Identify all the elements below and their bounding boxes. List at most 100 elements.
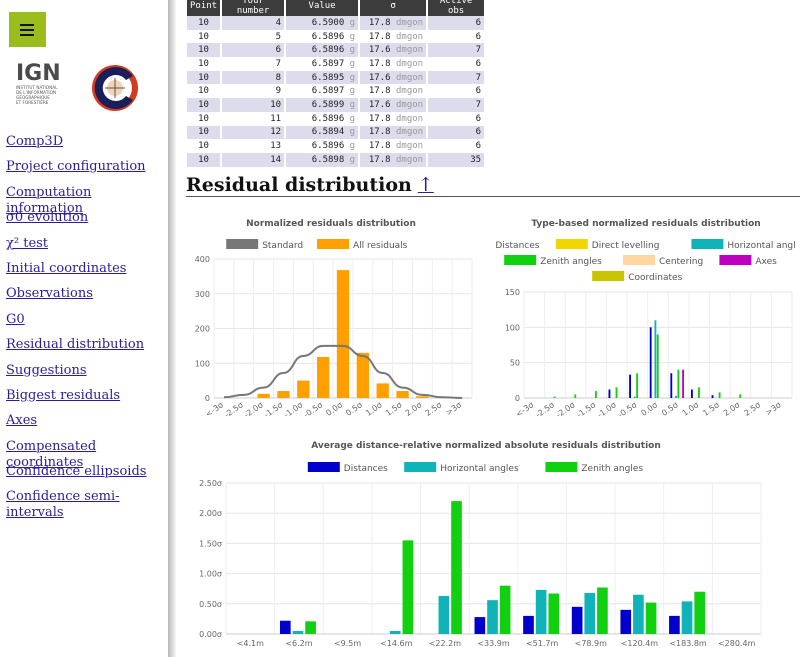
nav-link-11[interactable]: Axes [6, 413, 38, 429]
nav-link-1[interactable]: Project configuration [6, 159, 146, 175]
y-tick-label: 150 [505, 288, 520, 297]
y-tick-label: 2.50σ [199, 479, 222, 488]
table-row: 10 11 6.5896 g 17.8 dmgon 6 [187, 111, 487, 126]
x-tick-label: 1.0σ [364, 400, 384, 418]
nav-link-3[interactable]: σ0 evolution [6, 210, 89, 226]
nav-item: Axes [6, 413, 168, 438]
cell-value: 6 [475, 127, 482, 138]
bar [571, 606, 583, 634]
x-tick-label: -2.5σ [534, 400, 556, 419]
cell-value: 7 [475, 45, 482, 56]
unit-label: g [349, 99, 356, 110]
table-cell: 10 [187, 70, 223, 85]
legend-swatch [226, 239, 259, 249]
cell-value: 6 [475, 86, 482, 97]
table-cell: 10 [187, 57, 223, 71]
unit-label: g [349, 17, 356, 28]
cell-value: 10 [198, 99, 209, 110]
nav-link-12[interactable]: Compensated coordinates [6, 438, 97, 470]
type-based-residuals-chart: Type-based normalized residuals distribu… [496, 219, 796, 420]
y-tick-label: 50 [510, 359, 520, 368]
legend-label: Horizontal angles [440, 464, 519, 474]
bar [718, 392, 721, 398]
legend-swatch [545, 462, 578, 472]
cell-value: 6.5897 [311, 58, 345, 69]
nav-link-5[interactable]: Initial coordinates [6, 260, 127, 276]
nav-item: σ0 evolution [6, 210, 168, 235]
x-tick-label: 1.5σ [384, 400, 404, 418]
unit-label: dmgon [396, 99, 424, 110]
nav-link-7[interactable]: G0 [6, 311, 25, 327]
table-cell: 7 [427, 43, 487, 58]
x-tick-label: -0.5σ [302, 400, 324, 419]
cell-value: 10 [198, 31, 209, 42]
x-tick-label: -2.0σ [243, 400, 265, 419]
cell-value: 7 [475, 99, 482, 110]
cell-value: 6 [475, 17, 482, 28]
logos: IGN INSTITUT NATIONAL DE L'INFORMATION G… [16, 58, 146, 118]
cell-value: 6 [475, 31, 482, 42]
unit-label: dmgon [396, 127, 424, 138]
bar [438, 595, 450, 634]
bar [681, 601, 693, 634]
x-tick-label: -2.5σ [223, 400, 245, 419]
logo-group: IGN INSTITUT NATIONAL DE L'INFORMATION G… [16, 61, 138, 111]
nav-link-10[interactable]: Biggest residuals [6, 387, 121, 403]
nav-link-0[interactable]: Comp3D [6, 134, 64, 149]
nav-item: Residual distribution [6, 337, 168, 362]
bar [279, 620, 291, 634]
table-cell: 17.8 dmgon [359, 84, 429, 99]
nav-link-13[interactable]: Confidence ellipsoids [6, 464, 147, 480]
y-tick-label: 1.50σ [199, 539, 222, 548]
unit-label: g [349, 127, 356, 138]
cell-value: 6 [475, 58, 482, 69]
bar [711, 395, 714, 398]
table-cell: 13 [221, 139, 287, 153]
nav-item: Computation information [6, 185, 168, 216]
chart-title: Normalized residuals distribution [246, 219, 416, 229]
table-cell: 10 [187, 43, 223, 58]
nav-link-2[interactable]: Computation information [6, 184, 92, 216]
x-tick-label: 2.5σ [424, 400, 444, 418]
cell-value: 7 [475, 72, 482, 83]
bar [629, 374, 631, 398]
cell-value: 17.8 [368, 113, 391, 124]
cell-value: 6 [475, 141, 482, 152]
bar [677, 369, 680, 398]
section-divider [186, 196, 800, 197]
table-cell: 6 [427, 29, 487, 44]
back-to-top-link[interactable]: ↑ [417, 174, 434, 196]
nav-link-8[interactable]: Residual distribution [6, 337, 145, 353]
x-tick-label: 2.0σ [722, 400, 742, 418]
col-point: Point [187, 0, 223, 16]
unit-label: dmgon [396, 45, 424, 56]
menu-button[interactable] [9, 12, 46, 47]
nav-link-14[interactable]: Confidence semi-intervals [6, 489, 120, 521]
legend-swatch [307, 462, 340, 472]
legend-label: Zenith angles [581, 464, 643, 474]
legend-swatch [623, 255, 655, 265]
y-tick-label: 1.00σ [199, 570, 222, 579]
table-cell: 17.6 dmgon [359, 98, 429, 112]
cell-value: 14 [270, 154, 282, 165]
nav-link-4[interactable]: χ² test [6, 235, 49, 251]
cell-value: 17.6 [368, 72, 391, 83]
table-cell: 10 [187, 111, 223, 126]
x-tick-label: -1.0σ [282, 400, 304, 419]
cell-value: 10 [198, 141, 209, 152]
table-row: 10 6 6.5896 g 17.6 dmgon 7 [187, 43, 487, 58]
nav-link-6[interactable]: Observations [6, 286, 93, 302]
cell-value: 17.8 [368, 58, 391, 69]
legend-swatch [504, 255, 537, 265]
x-tick-label: <183.8m [669, 639, 707, 648]
ign-logo-line: INSTITUT NATIONAL [16, 85, 58, 90]
bar [336, 270, 350, 398]
bar [402, 540, 414, 634]
table-cell: 6.5896 g [285, 43, 361, 58]
nav-link-9[interactable]: Suggestions [6, 362, 87, 378]
comp3d-logo-icon [92, 65, 138, 111]
table-cell: 7 [427, 98, 487, 112]
cell-value: 10 [198, 113, 209, 124]
bar [523, 615, 534, 634]
unit-label: g [349, 86, 356, 97]
